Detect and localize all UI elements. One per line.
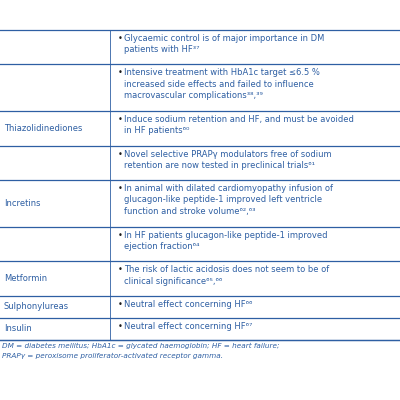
Text: DM = diabetes mellitus; HbA1c = glycated haemoglobin; HF = heart failure;: DM = diabetes mellitus; HbA1c = glycated… [2,343,280,349]
Text: Novel selective PRAPγ modulators free of sodium: Novel selective PRAPγ modulators free of… [124,150,332,159]
Text: glucagon-like peptide-1 improved left ventricle: glucagon-like peptide-1 improved left ve… [124,195,322,204]
Text: Induce sodium retention and HF, and must be avoided: Induce sodium retention and HF, and must… [124,115,354,124]
Text: •: • [118,184,123,193]
Text: clinical significance⁶⁵,⁶⁶: clinical significance⁶⁵,⁶⁶ [124,276,222,286]
Text: Thiazolidinediones: Thiazolidinediones [4,124,82,133]
Text: Intensive treatment with HbA1c target ≤6.5 %: Intensive treatment with HbA1c target ≤6… [124,68,320,78]
Text: Incretins: Incretins [4,199,40,208]
Text: In HF patients glucagon-like peptide-1 improved: In HF patients glucagon-like peptide-1 i… [124,231,328,240]
Text: ejection fraction⁶⁴: ejection fraction⁶⁴ [124,242,200,251]
Text: •: • [118,68,123,78]
Text: macrovascular complications³⁸,³⁹: macrovascular complications³⁸,³⁹ [124,91,263,100]
Text: PRAPγ = peroxisome proliferator-activated receptor gamma.: PRAPγ = peroxisome proliferator-activate… [2,353,223,359]
Text: Neutral effect concerning HF⁶⁷: Neutral effect concerning HF⁶⁷ [124,322,252,331]
Text: •: • [118,231,123,240]
Text: in HF patients⁶⁰: in HF patients⁶⁰ [124,126,189,136]
Text: retention are now tested in preclinical trials⁶¹: retention are now tested in preclinical … [124,161,315,170]
Text: Glycaemic control is of major importance in DM: Glycaemic control is of major importance… [124,34,324,43]
Text: •: • [118,150,123,159]
Text: Insulin: Insulin [4,324,32,334]
Text: function and stroke volume⁶²,⁶³: function and stroke volume⁶²,⁶³ [124,206,256,216]
Text: •: • [118,322,123,331]
Text: •: • [118,265,123,274]
Text: The risk of lactic acidosis does not seem to be of: The risk of lactic acidosis does not see… [124,265,329,274]
Text: •: • [118,34,123,43]
Text: Neutral effect concerning HF⁶⁶: Neutral effect concerning HF⁶⁶ [124,300,252,309]
Text: •: • [118,300,123,309]
Text: patients with HF³⁷: patients with HF³⁷ [124,45,200,54]
Text: Metformin: Metformin [4,274,47,283]
Text: •: • [118,115,123,124]
Text: In animal with dilated cardiomyopathy infusion of: In animal with dilated cardiomyopathy in… [124,184,333,193]
Text: Sulphonylureas: Sulphonylureas [4,302,69,311]
Text: increased side effects and failed to influence: increased side effects and failed to inf… [124,80,314,89]
